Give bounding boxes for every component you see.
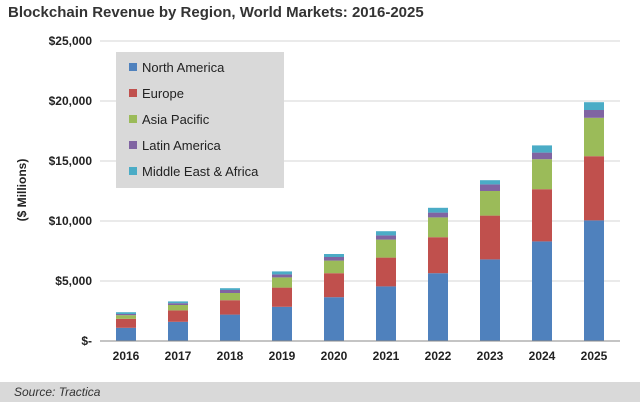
stacked-bar-chart: $- $5,000 $10,000 $15,000 $20,000 $25,000 ($ … bbox=[15, 34, 620, 363]
y-tick-label: $15,000 bbox=[49, 154, 93, 168]
x-tick-label: 2018 bbox=[217, 349, 244, 363]
legend-swatch bbox=[129, 167, 137, 175]
y-axis-ticks: $- $5,000 $10,000 $15,000 $20,000 $25,000 bbox=[49, 34, 93, 348]
bar-segment bbox=[272, 271, 292, 275]
y-axis-label: ($ Millions) bbox=[15, 159, 29, 222]
bar-segment bbox=[480, 191, 500, 216]
bar-segment bbox=[376, 257, 396, 287]
bar-segment bbox=[532, 152, 552, 160]
legend-swatch bbox=[129, 115, 137, 123]
y-tick-label: $25,000 bbox=[49, 34, 93, 48]
bar-segment bbox=[428, 273, 448, 341]
bar-segment bbox=[168, 303, 188, 305]
bar-segment bbox=[168, 305, 188, 311]
bar-segment bbox=[220, 290, 240, 293]
legend-swatch bbox=[129, 89, 137, 97]
bar-segment bbox=[480, 184, 500, 191]
legend-label: Europe bbox=[142, 86, 184, 101]
bar-segment bbox=[584, 220, 604, 341]
bar-segment bbox=[376, 239, 396, 258]
bar-segment bbox=[480, 259, 500, 341]
bar-segment bbox=[168, 310, 188, 322]
bar-segment bbox=[168, 321, 188, 341]
legend-label: Middle East & Africa bbox=[142, 164, 259, 179]
bar-segment bbox=[584, 102, 604, 110]
legend-items: North America Europe Asia Pacific Latin Ame… bbox=[129, 60, 259, 179]
bar-segment bbox=[168, 301, 188, 304]
x-tick-label: 2017 bbox=[165, 349, 192, 363]
bar-segment bbox=[324, 254, 344, 257]
bar-segment bbox=[584, 110, 604, 118]
x-tick-label: 2021 bbox=[373, 349, 400, 363]
source-bar: Source: Tractica bbox=[0, 382, 640, 402]
legend-box bbox=[116, 52, 284, 188]
legend-swatch bbox=[129, 63, 137, 71]
bar-segment bbox=[428, 237, 448, 274]
y-tick-label: $10,000 bbox=[49, 214, 93, 228]
x-tick-label: 2022 bbox=[425, 349, 452, 363]
y-tick-label: $20,000 bbox=[49, 94, 93, 108]
source-text: Source: Tractica bbox=[14, 385, 101, 399]
bar-segment bbox=[272, 274, 292, 278]
bar-segment bbox=[272, 287, 292, 307]
bar-segment bbox=[584, 156, 604, 221]
bar-segment bbox=[584, 117, 604, 157]
bar-segment bbox=[324, 260, 344, 274]
x-tick-label: 2019 bbox=[269, 349, 296, 363]
bar-segment bbox=[324, 257, 344, 261]
bars bbox=[116, 102, 604, 341]
bar-segment bbox=[532, 159, 552, 190]
bar-segment bbox=[116, 318, 136, 328]
legend-label: Latin America bbox=[142, 138, 222, 153]
bar-segment bbox=[428, 212, 448, 218]
y-tick-label: $- bbox=[81, 334, 92, 348]
bar-segment bbox=[272, 306, 292, 341]
bar-segment bbox=[480, 180, 500, 185]
y-tick-label: $5,000 bbox=[55, 274, 92, 288]
bar-segment bbox=[116, 327, 136, 341]
bar-segment bbox=[116, 314, 136, 316]
bar-segment bbox=[480, 215, 500, 260]
bar-segment bbox=[220, 288, 240, 290]
bar-segment bbox=[376, 286, 396, 341]
bar-segment bbox=[220, 300, 240, 315]
x-tick-label: 2016 bbox=[113, 349, 140, 363]
bar-segment bbox=[220, 314, 240, 341]
x-tick-label: 2023 bbox=[477, 349, 504, 363]
bar-segment bbox=[532, 241, 552, 341]
bar-segment bbox=[220, 293, 240, 301]
bar-segment bbox=[428, 207, 448, 213]
x-tick-label: 2025 bbox=[581, 349, 608, 363]
chart-title: Blockchain Revenue by Region, World Mark… bbox=[8, 4, 424, 21]
bar-segment bbox=[376, 235, 396, 240]
bar-segment bbox=[532, 145, 552, 153]
bar-segment bbox=[532, 189, 552, 242]
x-axis-ticks: 2016 2017 2018 2019 2020 2021 2022 2023 2024 2025 bbox=[113, 349, 608, 363]
x-tick-label: 2020 bbox=[321, 349, 348, 363]
legend-swatch bbox=[129, 141, 137, 149]
legend: North America Europe Asia Pacific Latin Ame… bbox=[116, 52, 284, 188]
legend-label: Asia Pacific bbox=[142, 112, 210, 127]
bar-segment bbox=[324, 297, 344, 341]
legend-label: North America bbox=[142, 60, 225, 75]
bar-segment bbox=[272, 277, 292, 288]
bar-segment bbox=[428, 217, 448, 238]
x-tick-label: 2024 bbox=[529, 349, 556, 363]
bar-segment bbox=[116, 315, 136, 319]
bar-segment bbox=[376, 231, 396, 236]
bar-segment bbox=[324, 273, 344, 298]
bar-segment bbox=[116, 312, 136, 314]
